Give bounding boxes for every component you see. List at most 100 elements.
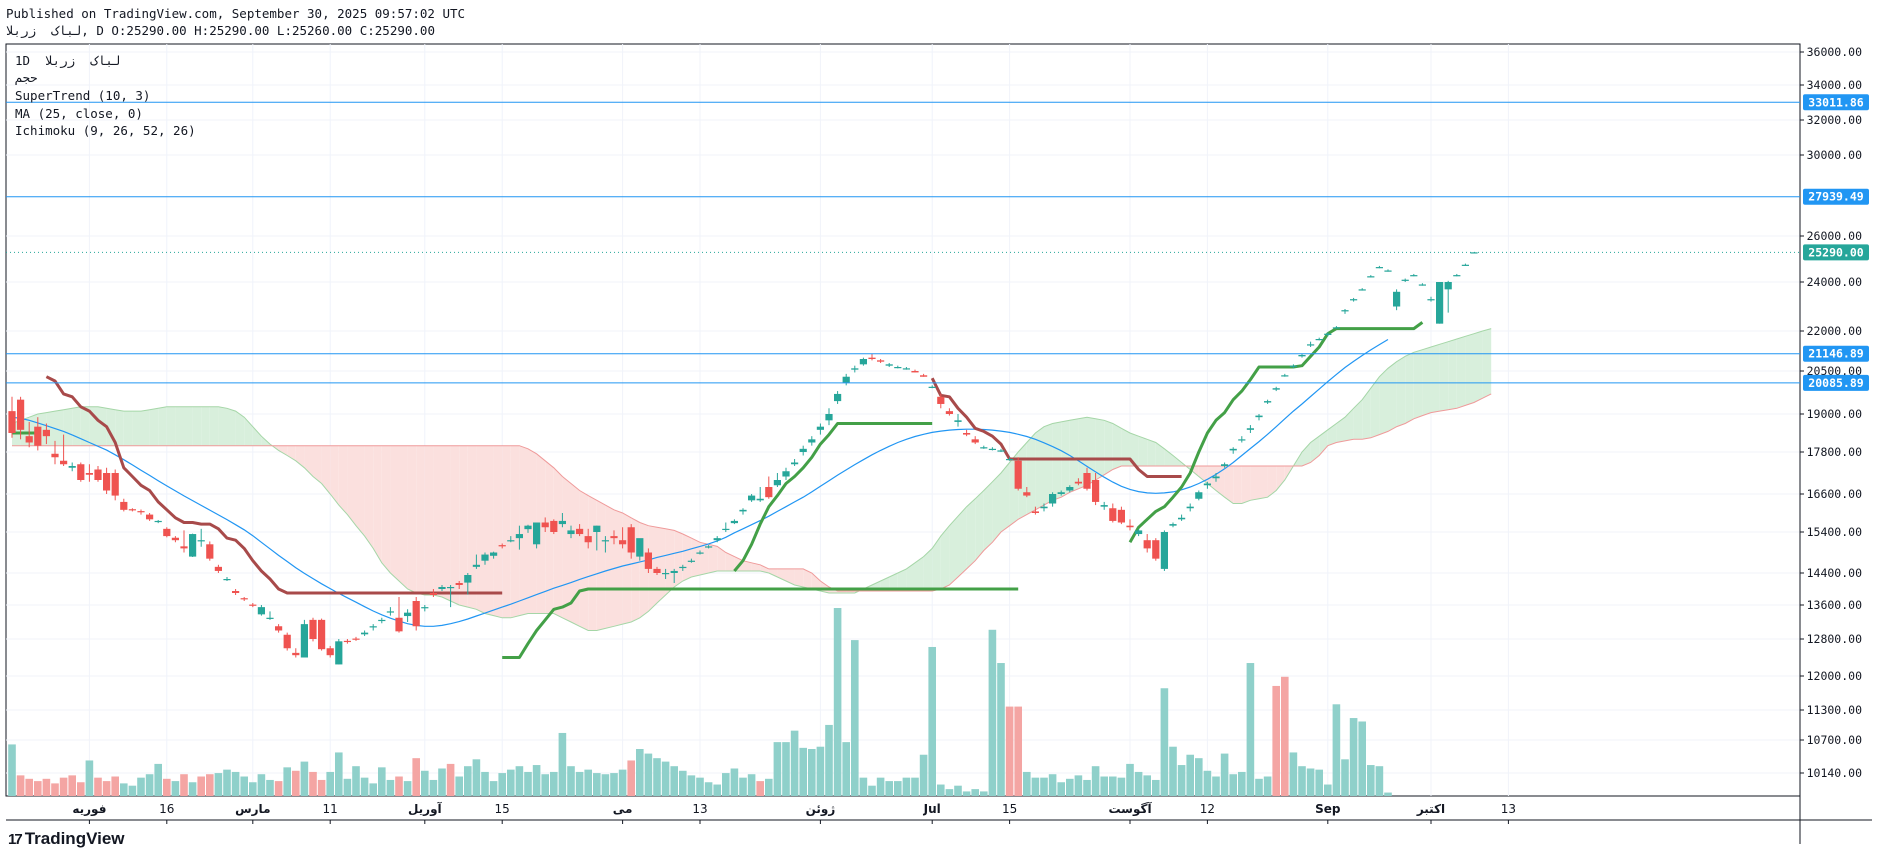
- candle: [77, 462, 85, 482]
- ichimoku-cloud-segment: [63, 408, 73, 446]
- candle: [1229, 447, 1237, 454]
- candle-body: [429, 593, 437, 595]
- volume-bar: [687, 775, 696, 796]
- legend-supertrend[interactable]: SuperTrend (10, 3): [15, 88, 151, 103]
- ichimoku-cloud-segment: [373, 445, 382, 563]
- ichimoku-cloud-segment: [459, 445, 468, 608]
- volume-bar: [636, 749, 644, 796]
- candle-body: [825, 414, 833, 421]
- volume-bar: [1109, 776, 1117, 796]
- price-badge-label: 25290.00: [1808, 245, 1863, 259]
- ichimoku-cloud-segment: [657, 527, 666, 603]
- ichimoku-cloud-segment: [1233, 466, 1242, 504]
- ichimoku-cloud-segment: [906, 562, 915, 591]
- legend-ichimoku[interactable]: Ichimoku (9, 26, 52, 26): [15, 123, 196, 138]
- volume-bar: [283, 767, 291, 796]
- volume-bar: [1031, 777, 1040, 796]
- volume-bar: [464, 766, 472, 796]
- time-tick-label: 15: [1002, 802, 1017, 816]
- candle: [1246, 425, 1254, 433]
- candle-body: [687, 560, 695, 562]
- candle-body: [309, 619, 317, 639]
- volume-bar: [481, 771, 489, 796]
- ichimoku-cloud-segment: [424, 445, 434, 595]
- candle: [971, 436, 979, 445]
- candle: [593, 525, 601, 551]
- candle-body: [859, 359, 867, 365]
- ichimoku-cloud-segment: [55, 409, 64, 446]
- candle: [1418, 283, 1426, 286]
- ichimoku-cloud-segment: [932, 536, 941, 591]
- candle: [920, 373, 928, 377]
- price-tick-label: 11300.00: [1807, 703, 1862, 717]
- price-tick-label: 24000.00: [1807, 275, 1862, 289]
- volume-bar: [919, 754, 928, 796]
- candle-body: [1160, 532, 1168, 569]
- ichimoku-cloud-segment: [493, 445, 503, 618]
- ichimoku-cloud-segment: [1431, 344, 1440, 413]
- candle: [1169, 522, 1177, 528]
- ichimoku-cloud-segment: [510, 445, 520, 618]
- candle: [541, 517, 549, 532]
- candle-body: [1375, 267, 1383, 269]
- candle: [1289, 364, 1297, 369]
- candle: [197, 528, 205, 547]
- ichimoku-cloud-segment: [596, 500, 606, 631]
- candle-body: [1186, 506, 1194, 509]
- candle-body: [1212, 476, 1220, 479]
- candle-body: [1393, 291, 1401, 307]
- candle-body: [128, 509, 136, 511]
- ichimoku-cloud-segment: [1198, 466, 1208, 484]
- price-badge-label: 21146.89: [1808, 347, 1863, 361]
- volume-bar: [128, 785, 137, 796]
- volume-bar: [790, 730, 799, 796]
- volume-bar: [962, 791, 971, 796]
- volume-bar: [911, 777, 919, 796]
- candle-body: [610, 536, 618, 539]
- candle-body: [1315, 339, 1323, 341]
- candle: [842, 373, 850, 386]
- candle: [180, 530, 188, 553]
- volume-bar: [1298, 766, 1306, 796]
- ichimoku-cloud-segment: [545, 460, 554, 614]
- ichimoku-cloud-segment: [235, 411, 245, 446]
- volume-bar: [111, 776, 119, 796]
- volume-bar: [515, 766, 524, 796]
- candle: [498, 543, 506, 549]
- price-tick-label: 12000.00: [1807, 669, 1862, 683]
- volume-bar: [231, 771, 240, 796]
- volume-bar: [1005, 706, 1014, 796]
- candle-body: [94, 469, 102, 480]
- volume-bar: [300, 761, 309, 796]
- ichimoku-cloud-segment: [1026, 433, 1036, 515]
- volume-bar: [395, 776, 403, 796]
- candle: [765, 476, 773, 499]
- legend-ma[interactable]: MA (25, close, 0): [15, 106, 143, 121]
- ichimoku-cloud-segment: [1388, 361, 1397, 432]
- volume-bar: [94, 777, 102, 796]
- candle-body: [748, 495, 756, 501]
- volume-bar: [68, 775, 76, 796]
- time-tick-label: آگوست: [1108, 801, 1152, 817]
- ichimoku-cloud-segment: [614, 509, 623, 627]
- candle-body: [189, 534, 197, 557]
- price-badge-label: 33011.86: [1808, 95, 1863, 109]
- volume-bar: [1066, 778, 1074, 796]
- candle-body: [438, 587, 446, 589]
- ichimoku-cloud-segment: [166, 406, 176, 446]
- ichimoku-cloud-segment: [562, 476, 571, 622]
- tradingview-brand[interactable]: 17 TradingView: [8, 829, 125, 849]
- candle-body: [17, 399, 25, 430]
- candle-body: [791, 462, 799, 465]
- candle: [1049, 492, 1057, 507]
- ichimoku-span-a: [11, 328, 1492, 631]
- candle-body: [223, 579, 231, 581]
- volume-bar: [197, 776, 205, 796]
- candle-body: [1169, 524, 1177, 526]
- ichimoku-cloud-segment: [1310, 436, 1320, 463]
- candle: [730, 519, 738, 525]
- volume-bar: [438, 768, 446, 796]
- volume-bar: [902, 777, 911, 796]
- candle: [60, 434, 68, 466]
